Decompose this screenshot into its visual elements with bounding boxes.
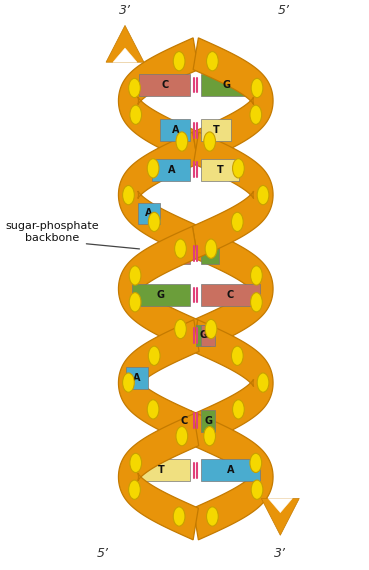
Polygon shape [113,48,137,62]
Text: G: G [223,80,231,90]
Circle shape [257,373,269,392]
FancyBboxPatch shape [196,324,210,346]
Circle shape [232,400,244,419]
Circle shape [173,51,185,71]
Circle shape [123,373,134,392]
FancyBboxPatch shape [132,459,190,481]
Circle shape [207,51,218,71]
Circle shape [129,266,141,285]
Circle shape [205,319,217,339]
Polygon shape [118,226,198,352]
Polygon shape [118,38,199,164]
Circle shape [130,105,142,124]
Circle shape [148,346,160,365]
Text: A: A [168,165,175,175]
Text: C: C [204,330,212,340]
Text: A: A [227,465,234,475]
Text: 3’: 3’ [119,4,131,17]
Text: C: C [161,80,168,90]
Circle shape [250,105,262,124]
FancyBboxPatch shape [201,284,260,306]
Polygon shape [118,414,199,540]
Circle shape [207,507,218,526]
Circle shape [148,212,160,231]
Circle shape [175,239,186,258]
FancyBboxPatch shape [201,324,215,346]
Polygon shape [194,226,273,352]
Circle shape [176,426,188,446]
Polygon shape [118,320,199,446]
Text: A: A [134,373,141,383]
Text: G: G [157,290,165,300]
FancyBboxPatch shape [201,242,219,264]
Text: C: C [181,416,188,426]
Circle shape [205,239,217,258]
FancyBboxPatch shape [177,410,191,431]
Text: G: G [206,248,214,258]
Polygon shape [118,132,199,258]
Polygon shape [192,132,273,258]
Polygon shape [106,26,144,62]
Polygon shape [268,499,292,512]
Circle shape [173,507,185,526]
Polygon shape [261,499,299,535]
FancyBboxPatch shape [201,74,252,96]
Text: T: T [213,125,220,135]
FancyBboxPatch shape [160,120,190,141]
Circle shape [123,185,134,205]
Circle shape [147,158,159,178]
FancyBboxPatch shape [201,120,231,141]
Polygon shape [192,320,273,446]
Text: T: T [158,465,165,475]
Text: 5’: 5’ [97,547,108,560]
Circle shape [129,480,140,499]
Text: G: G [204,416,212,426]
FancyBboxPatch shape [139,74,190,96]
FancyBboxPatch shape [201,459,260,481]
Circle shape [204,132,215,151]
Circle shape [175,319,186,339]
Circle shape [257,185,269,205]
Circle shape [251,266,262,285]
Text: G: G [199,330,207,340]
Circle shape [250,453,262,473]
Text: C: C [227,290,234,300]
Text: sugar-phosphate
backbone: sugar-phosphate backbone [6,221,99,243]
Circle shape [176,132,188,151]
FancyBboxPatch shape [201,410,215,431]
Circle shape [129,78,140,97]
Circle shape [232,158,244,178]
FancyBboxPatch shape [138,203,160,224]
Circle shape [231,346,243,365]
Circle shape [231,212,243,231]
FancyBboxPatch shape [201,159,239,181]
Text: A: A [145,209,153,218]
FancyBboxPatch shape [126,367,148,389]
Text: T: T [217,165,224,175]
FancyBboxPatch shape [152,159,190,181]
Text: 5’: 5’ [278,4,290,17]
Text: 3’: 3’ [274,547,286,560]
Circle shape [251,480,263,499]
Circle shape [147,400,159,419]
Polygon shape [193,38,273,164]
Text: C: C [178,248,185,258]
Polygon shape [193,414,273,540]
FancyBboxPatch shape [173,242,190,264]
Circle shape [251,78,263,97]
Circle shape [129,292,141,312]
Circle shape [130,453,142,473]
FancyBboxPatch shape [132,284,190,306]
Circle shape [204,426,215,446]
Text: A: A [172,125,179,135]
Circle shape [251,292,262,312]
